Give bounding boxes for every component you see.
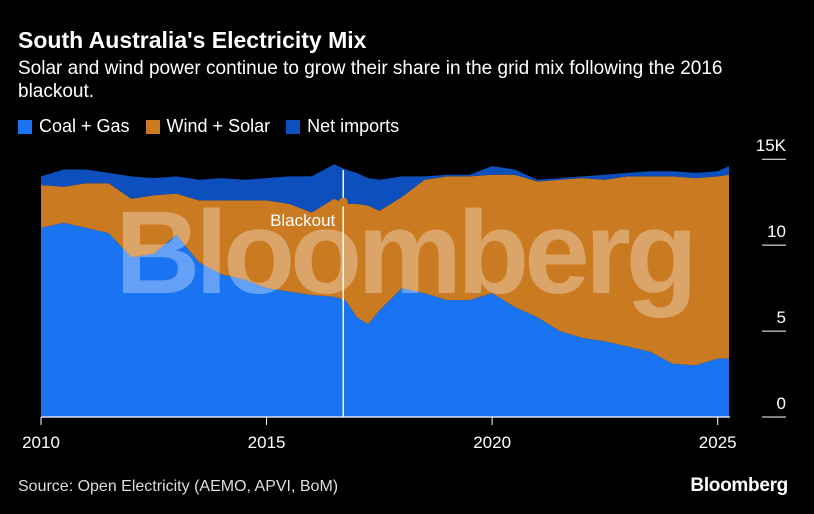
x-tick-label-2025: 2025 (699, 433, 737, 452)
x-tick-label-2010: 2010 (22, 433, 60, 452)
y-tick-label-10: 10 (767, 222, 786, 241)
y-tick-label-15K: 15K (756, 136, 787, 155)
chart-axes: 2010 2015 2020 2025 0 5 10 15K (22, 136, 787, 452)
legend: Coal + Gas Wind + Solar Net imports (18, 116, 399, 137)
legend-label-wind-solar: Wind + Solar (166, 116, 271, 136)
legend-item-wind-solar: Wind + Solar (145, 116, 271, 137)
chart-title: South Australia's Electricity Mix (18, 27, 367, 53)
blackout-annotation: Blackout (270, 170, 348, 417)
bloomberg-watermark: Bloomberg (115, 187, 693, 319)
bloomberg-logo: Bloomberg (690, 475, 788, 496)
legend-label-coal-gas: Coal + Gas (39, 116, 130, 136)
legend-swatch-coal-gas (18, 119, 32, 134)
y-tick-label-5: 5 (777, 308, 786, 327)
blackout-label: Blackout (270, 211, 335, 230)
x-tick-label-2015: 2015 (248, 433, 286, 452)
chart-areas (41, 164, 729, 417)
blackout-marker (338, 197, 348, 207)
x-tick-label-2020: 2020 (473, 433, 511, 452)
legend-swatch-net-imports (286, 119, 301, 134)
source-note: Source: Open Electricity (AEMO, APVI, Bo… (18, 478, 339, 495)
y-tick-label-0: 0 (777, 394, 786, 413)
legend-label-net-imports: Net imports (307, 116, 400, 136)
chart-subtitle: Solar and wind power continue to grow th… (18, 58, 723, 102)
legend-swatch-wind-solar (145, 119, 160, 134)
area-coal-gas (41, 222, 729, 417)
area-wind-solar (41, 174, 729, 366)
legend-item-coal-gas: Coal + Gas (18, 116, 130, 137)
legend-item-net-imports: Net imports (286, 116, 399, 137)
area-net-imports (41, 164, 729, 213)
